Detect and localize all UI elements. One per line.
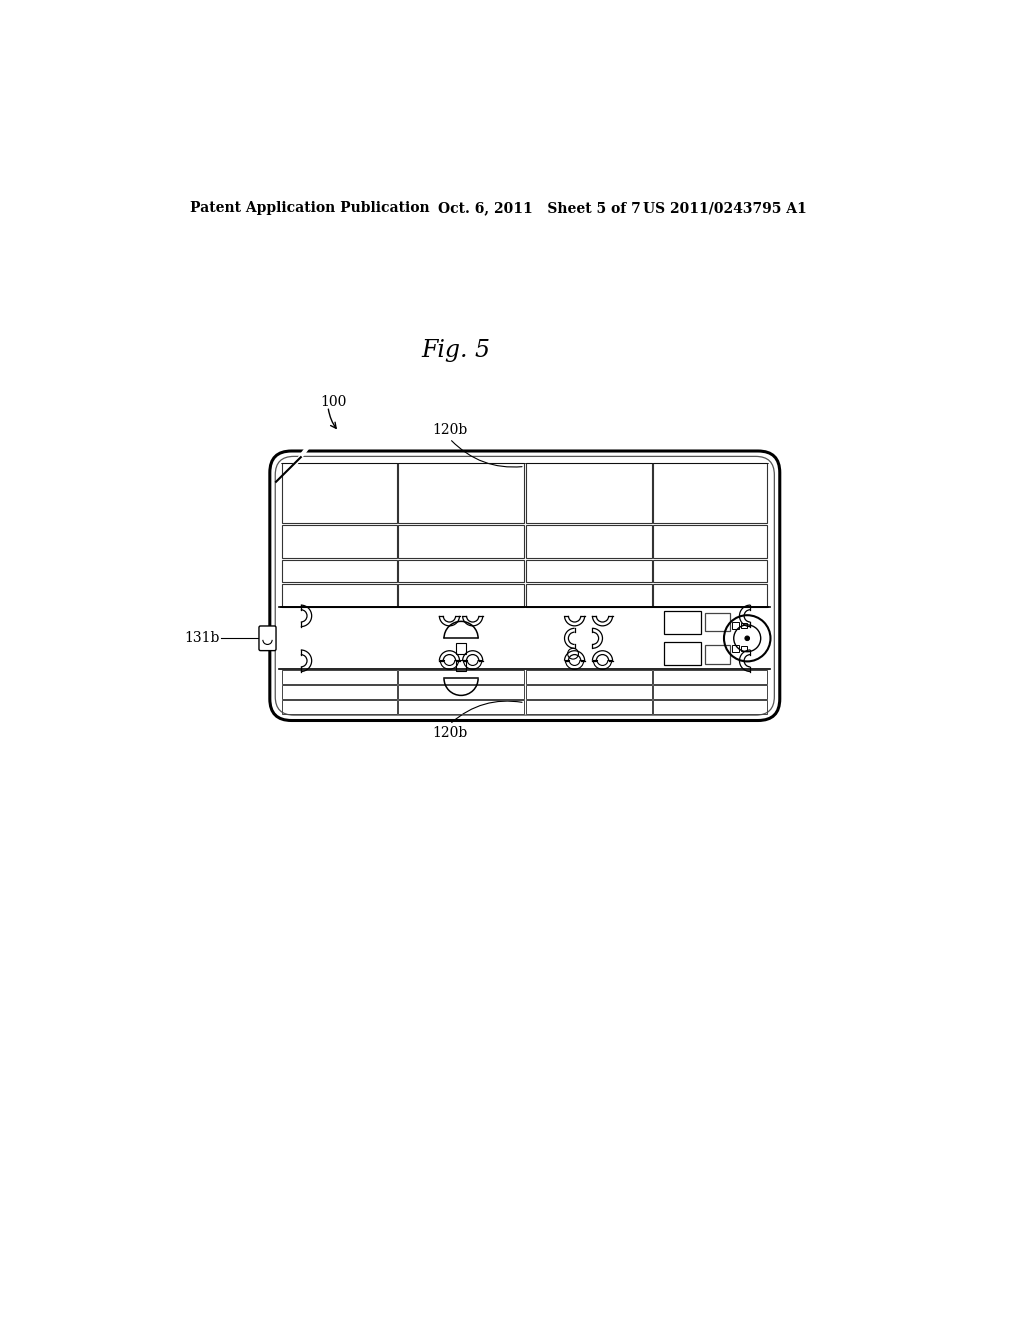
Bar	[664, 611, 701, 635]
Bar	[653, 583, 767, 607]
Bar	[398, 583, 524, 607]
Bar	[525, 524, 651, 558]
Bar	[732, 645, 739, 652]
Text: 120b: 120b	[432, 726, 467, 741]
Bar	[283, 524, 396, 558]
Text: Fig. 5: Fig. 5	[421, 339, 489, 363]
Bar	[653, 700, 767, 714]
Bar	[732, 622, 739, 630]
FancyBboxPatch shape	[270, 451, 779, 721]
Bar	[653, 560, 767, 582]
Bar	[283, 463, 396, 523]
Bar	[398, 560, 524, 582]
Bar	[741, 623, 746, 627]
Bar	[398, 685, 524, 698]
Bar	[456, 660, 467, 671]
Bar	[398, 463, 524, 523]
Bar	[653, 671, 767, 684]
Bar	[705, 612, 730, 631]
Bar	[456, 643, 467, 653]
Bar	[283, 671, 396, 684]
Bar	[653, 685, 767, 698]
Text: 131b: 131b	[184, 631, 219, 645]
FancyBboxPatch shape	[259, 626, 276, 651]
Bar	[283, 583, 396, 607]
Bar	[705, 645, 730, 664]
Bar	[283, 700, 396, 714]
Bar	[525, 671, 651, 684]
Bar	[525, 560, 651, 582]
Bar	[741, 645, 746, 651]
Bar	[653, 463, 767, 523]
Bar	[398, 524, 524, 558]
Text: Patent Application Publication: Patent Application Publication	[190, 202, 430, 215]
Bar	[653, 524, 767, 558]
Text: 120b: 120b	[432, 424, 467, 437]
Text: Oct. 6, 2011   Sheet 5 of 7: Oct. 6, 2011 Sheet 5 of 7	[438, 202, 641, 215]
Bar	[398, 700, 524, 714]
Bar	[283, 685, 396, 698]
Bar	[525, 463, 651, 523]
Bar	[398, 671, 524, 684]
Bar	[525, 583, 651, 607]
Text: US 2011/0243795 A1: US 2011/0243795 A1	[643, 202, 807, 215]
Circle shape	[744, 636, 750, 640]
Text: 100: 100	[321, 395, 346, 409]
Bar	[525, 700, 651, 714]
Bar	[283, 560, 396, 582]
Bar	[525, 685, 651, 698]
Bar	[664, 642, 701, 665]
